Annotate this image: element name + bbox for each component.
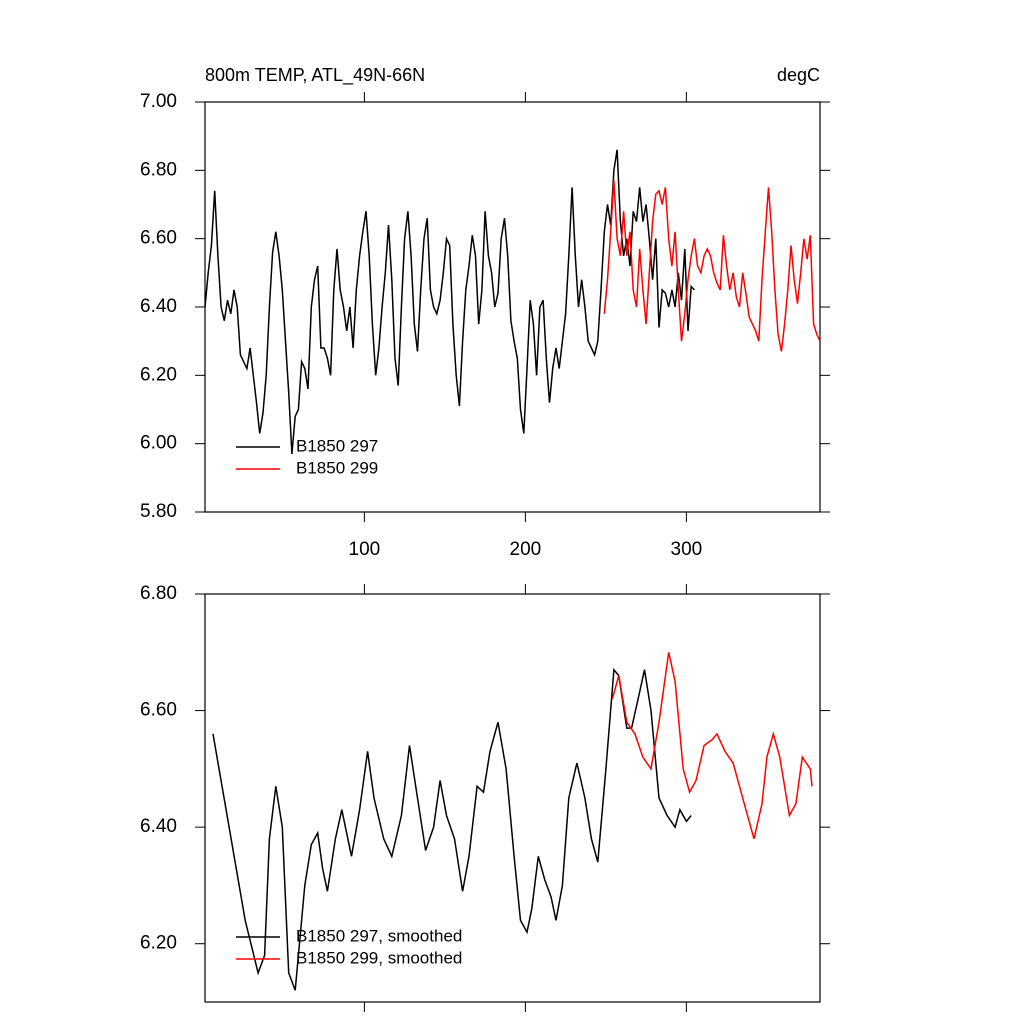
y-tick-label: 6.40: [140, 296, 177, 317]
plot-frame: [204, 593, 821, 1003]
y-tick-label: 5.80: [140, 501, 177, 522]
legend-label: B1850 299, smoothed: [296, 948, 462, 967]
y-tick-label: 6.00: [140, 433, 177, 454]
y-tick-label: 6.60: [140, 228, 177, 249]
y-tick-label: 6.60: [140, 700, 177, 721]
series-line: [204, 149, 695, 454]
x-tick-label: 300: [671, 539, 703, 560]
series-line: [603, 180, 821, 352]
y-tick-label: 6.20: [140, 364, 177, 385]
legend-label: B1850 297: [296, 436, 378, 455]
y-tick-label: 6.80: [140, 159, 177, 180]
y-tick-label: 7.00: [140, 91, 177, 112]
x-tick-label: 200: [510, 539, 542, 560]
legend-label: B1850 297, smoothed: [296, 926, 462, 945]
series-line: [611, 652, 813, 840]
x-tick-label: 100: [349, 539, 381, 560]
legend-label: B1850 299: [296, 458, 378, 477]
units-label: degC: [777, 65, 820, 85]
chart-title: 800m TEMP, ATL_49N-66N: [205, 65, 425, 86]
y-tick-label: 6.80: [140, 583, 177, 604]
y-tick-label: 6.40: [140, 816, 177, 837]
y-tick-label: 6.20: [140, 933, 177, 954]
